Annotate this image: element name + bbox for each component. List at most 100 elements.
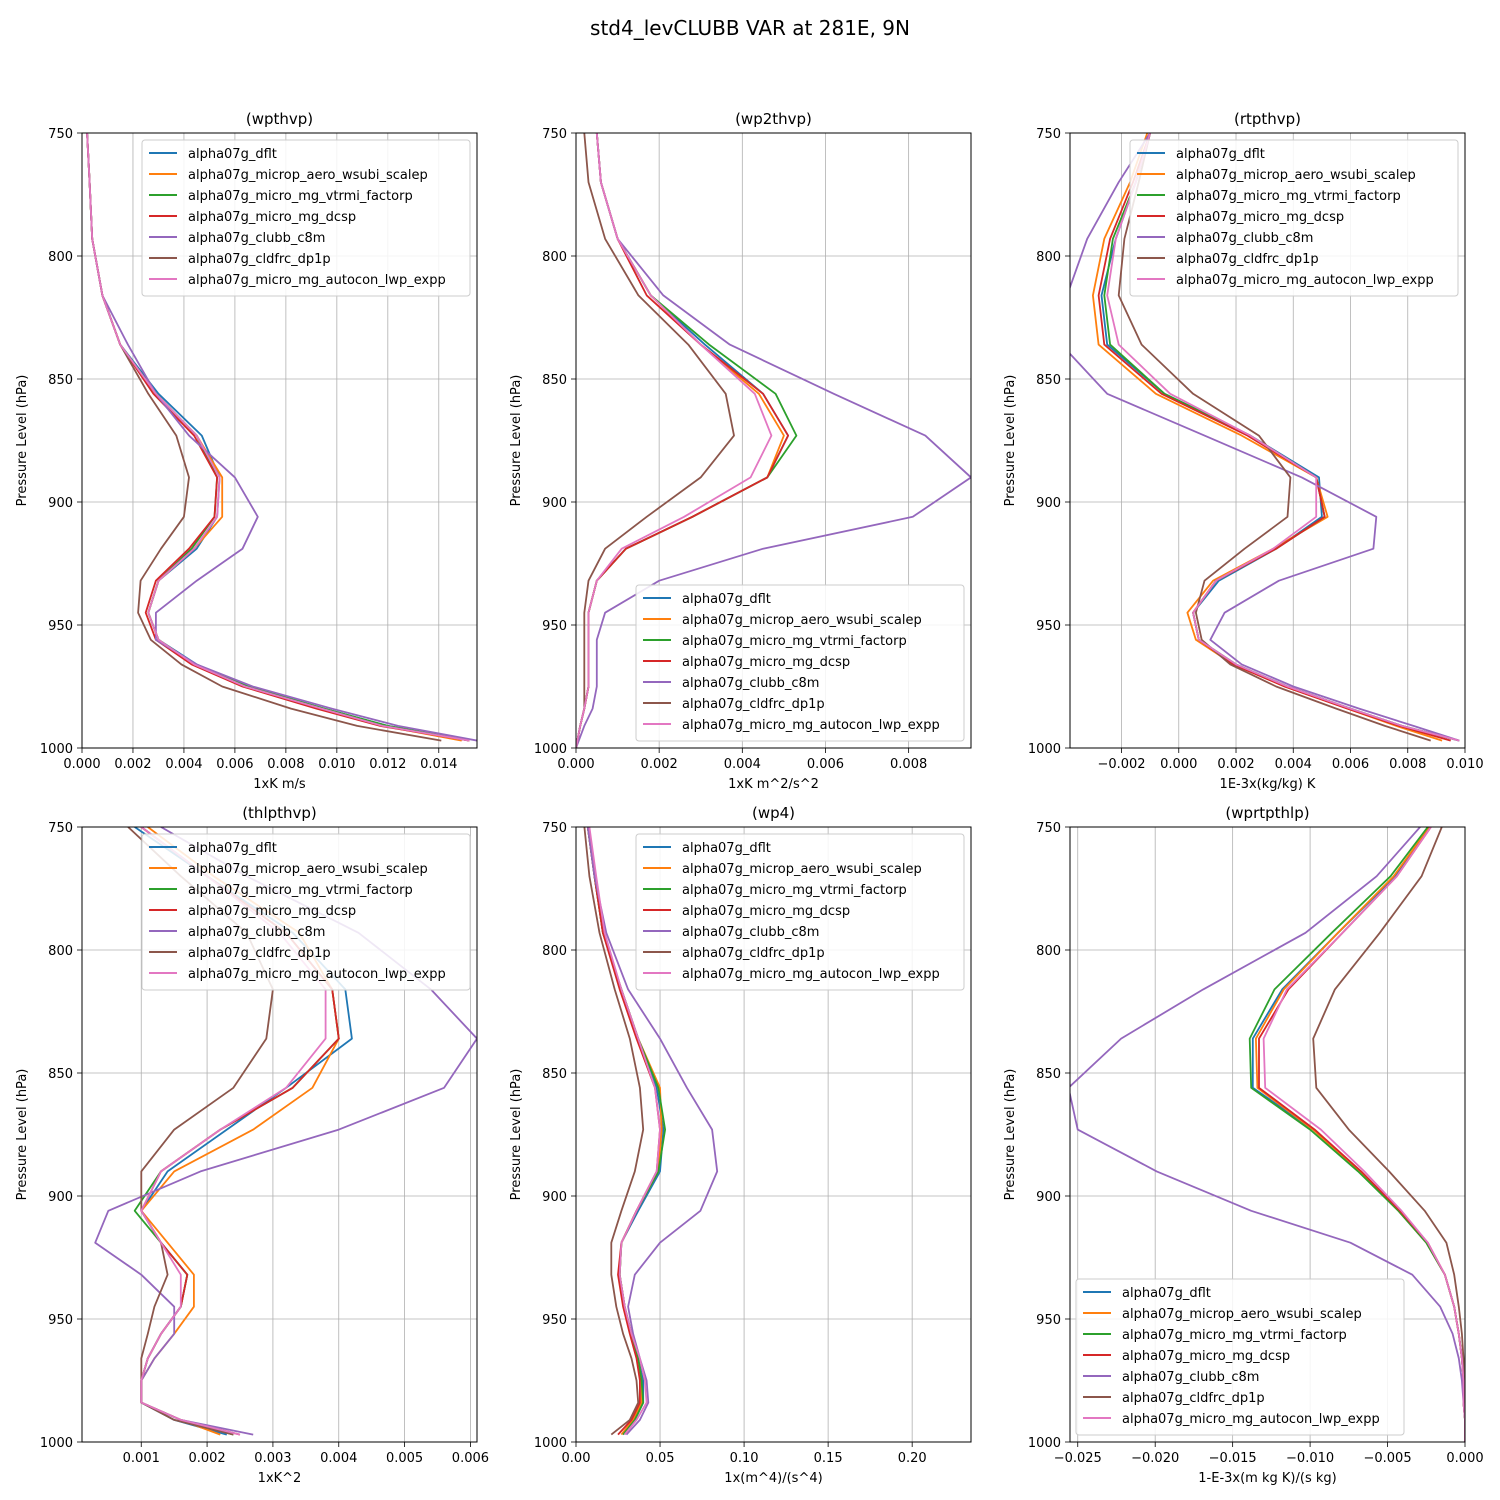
legend-label: alpha07g_dflt [188,841,277,856]
y-tick-label: 800 [1036,250,1061,265]
y-axis-label: Pressure Level (hPa) [1003,375,1018,507]
x-axis-label: 1xK^2 [258,1471,302,1486]
y-tick-label: 850 [542,1067,567,1082]
panel-2: 0.000 0.002 0.004 0.006 0.008 750 800 850 900 950… [509,110,972,792]
x-tick-label: −0.015 [1209,1451,1257,1466]
x-tick-label: 0.010 [318,757,355,772]
legend-label: alpha07g_micro_mg_vtrmi_factorp [682,634,907,649]
x-tick-label: 0.002 [114,757,151,772]
x-tick-label: 0.10 [730,1451,759,1466]
legend-label: alpha07g_micro_mg_vtrmi_factorp [188,883,413,898]
x-tick-label: 0.012 [369,757,406,772]
legend-label: alpha07g_micro_mg_vtrmi_factorp [1176,189,1401,204]
y-tick-label: 800 [542,250,567,265]
panel-title: (wpthvp) [246,110,313,128]
legend-label: alpha07g_dflt [1122,1286,1211,1301]
y-tick-label: 900 [48,496,73,511]
legend-label: alpha07g_clubb_c8m [188,925,325,940]
y-tick-label: 850 [542,373,567,388]
legend: alpha07g_dflt alpha07g_microp_aero_wsubi_… [1129,139,1459,297]
series-line-alpha07g-clubb-c8m [1070,827,1465,1442]
panel-title: (rtpthvp) [1234,110,1301,128]
panel-title: (wprtpthlp) [1225,804,1309,822]
panel-title: (wp4) [752,804,795,822]
x-tick-label: −0.025 [1054,1451,1102,1466]
panel-5: 0.00 0.05 0.10 0.15 0.20 750 800 850 900 950 1000 (… [509,804,972,1486]
axes-frame [575,132,972,749]
y-tick-label: 950 [1036,1313,1061,1328]
legend-label: alpha07g_clubb_c8m [682,676,819,691]
panel-4: 0.001 0.002 0.003 0.004 0.005 0.006 750 800 850 9… [15,804,489,1486]
y-tick-label: 950 [542,1313,567,1328]
legend: alpha07g_dflt alpha07g_microp_aero_wsubi_… [635,833,965,991]
legend-label: alpha07g_cldfrc_dp1p [188,252,331,267]
x-tick-label: 0.00 [562,1451,591,1466]
x-tick-label: 0.014 [420,757,457,772]
legend-label: alpha07g_dflt [682,592,771,607]
legend-label: alpha07g_dflt [682,841,771,856]
x-tick-label: 0.001 [123,1451,160,1466]
y-tick-label: 950 [48,619,73,634]
x-tick-label: −0.002 [1097,757,1145,772]
series-line-alpha07g-micro-mg-autocon-lwp-expp [86,133,470,742]
legend: alpha07g_dflt alpha07g_microp_aero_wsubi_… [1075,1278,1405,1436]
series-line-alpha07g-cldfrc-dp1p [583,827,645,1436]
series-line-alpha07g-cldfrc-dp1p [576,133,735,748]
legend-box [635,584,965,742]
y-tick-label: 900 [542,1190,567,1205]
y-tick-label: 750 [1036,821,1061,836]
legend-box [1075,1278,1405,1436]
legend: alpha07g_dflt alpha07g_microp_aero_wsubi_… [141,833,471,991]
y-tick-label: 850 [1036,373,1061,388]
legend-label: alpha07g_micro_mg_autocon_lwp_expp [682,967,940,982]
axes-frame [575,826,972,1443]
legend-label: alpha07g_micro_mg_autocon_lwp_expp [1176,273,1434,288]
x-tick-label: 0.002 [188,1451,225,1466]
x-axis-label: 1x(m^4)/(s^4) [724,1471,822,1486]
legend-label: alpha07g_micro_mg_vtrmi_factorp [682,883,907,898]
panel-3: −0.002 0.000 0.002 0.004 0.006 0.008 0.010 750 8… [1003,110,1484,792]
y-axis-label: Pressure Level (hPa) [509,375,524,507]
legend-label: alpha07g_clubb_c8m [188,231,325,246]
series-group [1070,827,1465,1442]
x-tick-label: −0.010 [1286,1451,1334,1466]
x-tick-label: 0.006 [807,757,844,772]
x-tick-label: 0.006 [1332,757,1369,772]
legend-label: alpha07g_microp_aero_wsubi_scalep [1122,1307,1362,1322]
x-tick-label: 0.010 [1446,757,1483,772]
legend-label: alpha07g_micro_mg_dcsp [1176,210,1344,225]
y-tick-label: 1000 [1028,1436,1061,1451]
legend-label: alpha07g_microp_aero_wsubi_scalep [1176,168,1416,183]
y-tick-label: 800 [1036,944,1061,959]
legend: alpha07g_dflt alpha07g_microp_aero_wsubi_… [635,584,965,742]
y-tick-label: 800 [542,944,567,959]
y-tick-label: 750 [1036,127,1061,142]
series-line-alpha07g-micro-mg-autocon-lwp-expp [576,133,773,748]
figure-title: std4_levCLUBB VAR at 281E, 9N [590,16,910,40]
series-line-alpha07g-micro-mg-autocon-lwp-expp [1262,827,1465,1442]
x-tick-label: 0.003 [254,1451,291,1466]
legend-label: alpha07g_dflt [188,147,277,162]
legend-label: alpha07g_dflt [1176,147,1265,162]
axes-frame [81,132,478,749]
x-tick-label: 0.006 [452,1451,489,1466]
axes-frame [81,826,478,1443]
x-tick-label: 0.005 [386,1451,423,1466]
legend-label: alpha07g_microp_aero_wsubi_scalep [682,862,922,877]
x-tick-label: 0.004 [724,757,761,772]
legend-label: alpha07g_micro_mg_dcsp [188,210,356,225]
x-tick-label: 0.05 [646,1451,675,1466]
legend-label: alpha07g_micro_mg_dcsp [682,904,850,919]
y-tick-label: 1000 [1028,742,1061,757]
x-axis-label: 1xK m/s [253,777,306,792]
legend: alpha07g_dflt alpha07g_microp_aero_wsubi_… [141,139,471,297]
y-tick-label: 1000 [40,1436,73,1451]
y-tick-label: 750 [48,821,73,836]
y-axis-label: Pressure Level (hPa) [15,1069,30,1201]
y-tick-label: 1000 [534,742,567,757]
legend-label: alpha07g_cldfrc_dp1p [188,946,331,961]
y-tick-label: 1000 [40,742,73,757]
panel-title: (thlpthvp) [242,804,317,822]
y-tick-label: 900 [1036,496,1061,511]
series-group [86,133,477,742]
